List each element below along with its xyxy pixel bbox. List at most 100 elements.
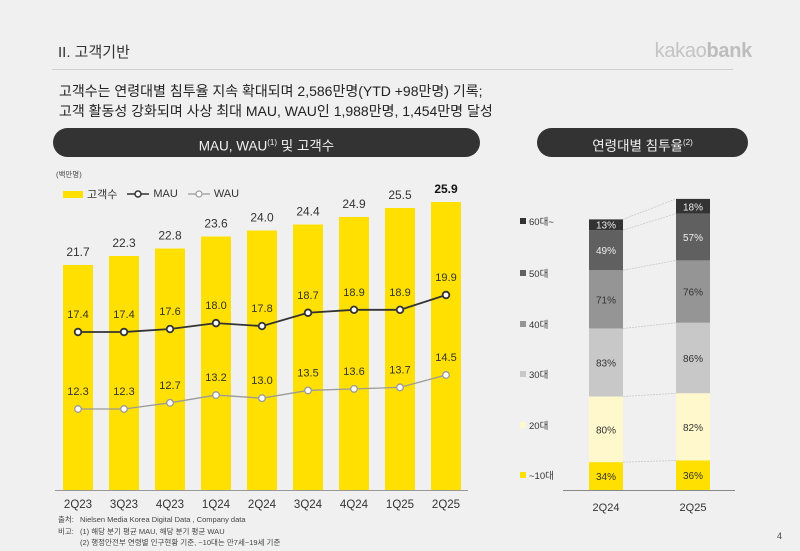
wau-point (350, 384, 358, 393)
logo-bold: bank (706, 40, 753, 62)
connector-line (622, 460, 677, 463)
source-value: Nielsen Media Korea Digital Data , Compa… (80, 515, 246, 524)
section-title: II. 고객기반 (58, 44, 130, 61)
stacked-segment (676, 460, 710, 490)
x-tick-label: 1Q25 (386, 499, 414, 511)
wau-value-label: 13.5 (297, 367, 318, 379)
stacked-segment (589, 396, 623, 463)
segment-label: 49% (596, 246, 616, 257)
bar-value-label: 22.8 (158, 229, 182, 243)
wau-value-label: 12.3 (67, 386, 88, 398)
note-key: 비고: (58, 526, 74, 536)
mau-point (303, 308, 313, 317)
segment-label: 83% (596, 358, 616, 369)
customer-bar (385, 208, 415, 490)
wau-value-label: 14.5 (435, 352, 456, 364)
summary-line-2: 고객 활동성 강화되며 사상 최대 MAU, WAU인 1,988만명, 1,4… (59, 103, 493, 119)
segment-label: 13% (596, 221, 616, 232)
x-tick-label: 2Q23 (64, 499, 92, 511)
legend-mau-icon (127, 190, 150, 198)
summary-line-1: 고객수는 연령대별 침투율 지속 확대되며 2,586만명(YTD +98만명)… (59, 83, 483, 99)
legend-label: 40대 (529, 320, 548, 331)
left-title-suffix: 및 고객수 (277, 138, 335, 154)
wau-point (304, 386, 312, 395)
footnotes: 출처: Nielsen Media Korea Digital Data , Co… (58, 514, 280, 549)
x-tick-label: 1Q24 (202, 499, 231, 511)
legend-mau-label: MAU (153, 188, 178, 200)
stacked-segment (589, 219, 623, 231)
segment-label: 34% (596, 472, 616, 483)
left-chart-title: MAU, WAU(1) 및 고객수 (53, 128, 480, 157)
wau-point (74, 405, 82, 413)
connector-line (622, 392, 677, 397)
legend-swatch (520, 422, 526, 428)
bar-value-label: 22.3 (112, 236, 136, 250)
mau-value-label: 18.7 (297, 290, 318, 302)
legend-swatch (520, 321, 526, 327)
left-title-text: MAU, WAU (198, 138, 268, 154)
connector-line (622, 260, 677, 271)
legend-wau-label: WAU (213, 188, 240, 200)
legend-label: 50대 (529, 269, 548, 280)
segment-label: 57% (683, 233, 703, 244)
segment-label: 86% (683, 354, 703, 365)
right-chart-title: 연령대별 침투율(2) (537, 128, 748, 157)
mau-value-label: 19.9 (435, 272, 456, 284)
wau-point (442, 371, 450, 379)
mau-value-label: 18.9 (389, 287, 410, 299)
wau-value-label: 13.0 (251, 375, 272, 387)
x-tick-label: 3Q24 (294, 499, 323, 511)
unit-label: (백만명) (56, 170, 82, 179)
mau-value-label: 17.6 (159, 306, 180, 318)
legend-swatch (520, 270, 526, 276)
stacked-segment (676, 198, 710, 214)
wau-value-label: 13.6 (343, 366, 364, 378)
x-tick-label: 2Q24 (248, 499, 277, 511)
stacked-segment (589, 270, 623, 329)
legend-wau-icon (187, 190, 210, 198)
mau-value-label: 18.9 (343, 287, 364, 299)
mau-point (395, 305, 405, 314)
kakaobank-logo: kakaobank (654, 40, 753, 63)
customer-bar (63, 265, 93, 490)
x-tick-label: 2Q25 (432, 499, 460, 511)
stacked-segment (589, 328, 623, 397)
customer-bar (155, 248, 185, 490)
customer-bar (339, 217, 369, 490)
legend-swatch (520, 218, 526, 224)
bar-value-label: 24.0 (250, 211, 274, 225)
segment-label: 18% (683, 202, 703, 213)
connector-line (622, 213, 677, 231)
legend-label: 20대 (529, 421, 548, 432)
stacked-segment (589, 230, 623, 271)
x-tick-label: 2Q24 (593, 502, 620, 514)
mau-point (119, 327, 129, 337)
segment-label: 76% (683, 288, 703, 299)
connector-line (622, 322, 677, 329)
wau-value-label: 12.7 (159, 380, 180, 392)
x-tick-label: 2Q25 (680, 502, 707, 514)
stacked-segment (676, 213, 710, 261)
mau-value-label: 17.4 (113, 309, 134, 321)
mau-point (257, 321, 267, 331)
bar-value-label: 24.4 (296, 205, 320, 219)
x-tick-label: 4Q24 (340, 499, 369, 511)
connector-line (622, 198, 677, 220)
wau-point (396, 383, 404, 392)
right-title-sup: (2) (682, 138, 693, 147)
customer-bar (431, 202, 461, 490)
logo-light: kakao (654, 40, 707, 62)
legend-label: 60대~ (529, 217, 554, 228)
page-number: 4 (776, 531, 782, 541)
customer-bar (109, 256, 139, 490)
wau-value-label: 12.3 (113, 386, 134, 398)
mau-point (165, 324, 175, 334)
wau-value-label: 13.2 (205, 372, 226, 384)
note-2: (2) 행정안전부 연령별 인구현황 기준, ~10대는 만7세~19세 기준 (80, 538, 281, 547)
mau-point (73, 327, 83, 337)
stacked-segment (676, 322, 710, 394)
wau-point (120, 405, 128, 413)
right-title-text: 연령대별 침투율 (592, 138, 683, 154)
